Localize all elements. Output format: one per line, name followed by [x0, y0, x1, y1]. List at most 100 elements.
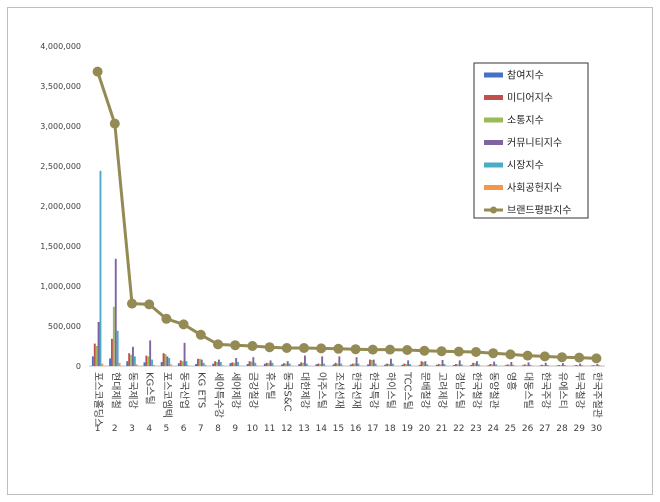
line-point	[574, 352, 585, 363]
bar	[525, 364, 528, 366]
line-point	[316, 343, 327, 354]
category-label: KG ETS	[195, 372, 206, 408]
bar	[95, 346, 98, 366]
bar	[153, 364, 155, 366]
bar	[221, 365, 224, 366]
bar	[495, 364, 497, 366]
line-point	[522, 350, 533, 361]
bar	[411, 365, 413, 367]
bar	[126, 361, 129, 366]
rank-label: 3	[129, 424, 135, 434]
bar	[246, 364, 249, 366]
rank-label: 5	[164, 424, 170, 434]
category-label: 동양철관	[488, 372, 500, 409]
bar	[237, 362, 239, 366]
bar	[273, 365, 276, 367]
category-label: 조선선재	[333, 372, 345, 409]
bar	[181, 361, 184, 366]
bar	[541, 364, 543, 366]
line-point	[195, 329, 206, 340]
bar	[109, 358, 111, 366]
category-label: 한국특강	[367, 372, 379, 409]
legend-label: 커뮤니티지수	[507, 137, 562, 149]
bar	[342, 365, 345, 367]
bar	[560, 365, 562, 366]
bar	[265, 362, 268, 366]
category-label: 영흥	[505, 372, 518, 390]
category-label: 현대제철	[109, 372, 121, 409]
line-point	[488, 348, 499, 359]
bar	[132, 346, 134, 366]
bar	[579, 363, 582, 366]
bar	[149, 340, 152, 366]
bar	[374, 363, 377, 366]
bar	[472, 362, 475, 366]
bar	[542, 365, 545, 366]
bar	[393, 365, 396, 367]
bar	[197, 358, 199, 366]
category-label: 한국선재	[350, 372, 362, 409]
bar	[453, 365, 455, 366]
bar	[409, 364, 411, 366]
rank-label: 2	[112, 424, 118, 434]
bar	[510, 362, 513, 366]
y-tick-label: 2,500,000	[40, 162, 81, 171]
y-tick-label: 3,500,000	[40, 82, 81, 91]
line-point	[385, 344, 395, 355]
bar	[290, 365, 293, 367]
bar	[269, 360, 272, 366]
bar	[271, 362, 274, 366]
bar	[283, 363, 285, 366]
bar	[523, 364, 526, 366]
bar	[349, 364, 352, 366]
line-point	[557, 352, 567, 363]
bar	[531, 365, 534, 367]
bar	[112, 306, 115, 366]
bar	[145, 355, 148, 366]
bar	[114, 258, 117, 366]
rank-label: 8	[215, 424, 221, 434]
bar	[116, 330, 119, 366]
bar	[558, 365, 561, 366]
category-label: TCC스틸	[402, 371, 415, 410]
bar	[317, 363, 320, 366]
y-tick-label: 4,000,000	[40, 42, 81, 51]
bar	[168, 358, 171, 366]
y-tick-label: 3,000,000	[40, 122, 81, 131]
bar	[235, 358, 238, 366]
bar	[198, 358, 201, 366]
bar	[187, 365, 190, 366]
bar	[97, 322, 100, 366]
bar	[204, 364, 207, 366]
bar	[544, 362, 547, 366]
bar	[111, 338, 113, 366]
bar	[128, 353, 131, 366]
rank-label: 11	[264, 424, 275, 434]
bar	[548, 365, 551, 367]
rank-label: 4	[146, 424, 152, 434]
line-point	[436, 346, 447, 357]
category-label: 문배철강	[419, 372, 431, 409]
bar	[164, 354, 167, 366]
bar	[462, 365, 465, 367]
bar	[212, 363, 215, 366]
bar	[252, 357, 255, 366]
bar	[302, 362, 304, 366]
bar	[577, 365, 580, 366]
bar	[338, 356, 341, 366]
bar	[332, 364, 335, 366]
bar	[231, 362, 234, 366]
category-label: 동국산업	[178, 372, 191, 409]
legend-swatch	[490, 206, 497, 214]
bar	[372, 359, 375, 366]
rank-label: 14	[315, 424, 327, 434]
legend-label: 사회공헌지수	[507, 182, 562, 194]
bar	[239, 365, 241, 366]
bar	[512, 364, 515, 366]
bar	[390, 358, 392, 366]
rank-label: 29	[573, 424, 585, 434]
bar	[493, 361, 496, 366]
bar	[581, 365, 583, 366]
